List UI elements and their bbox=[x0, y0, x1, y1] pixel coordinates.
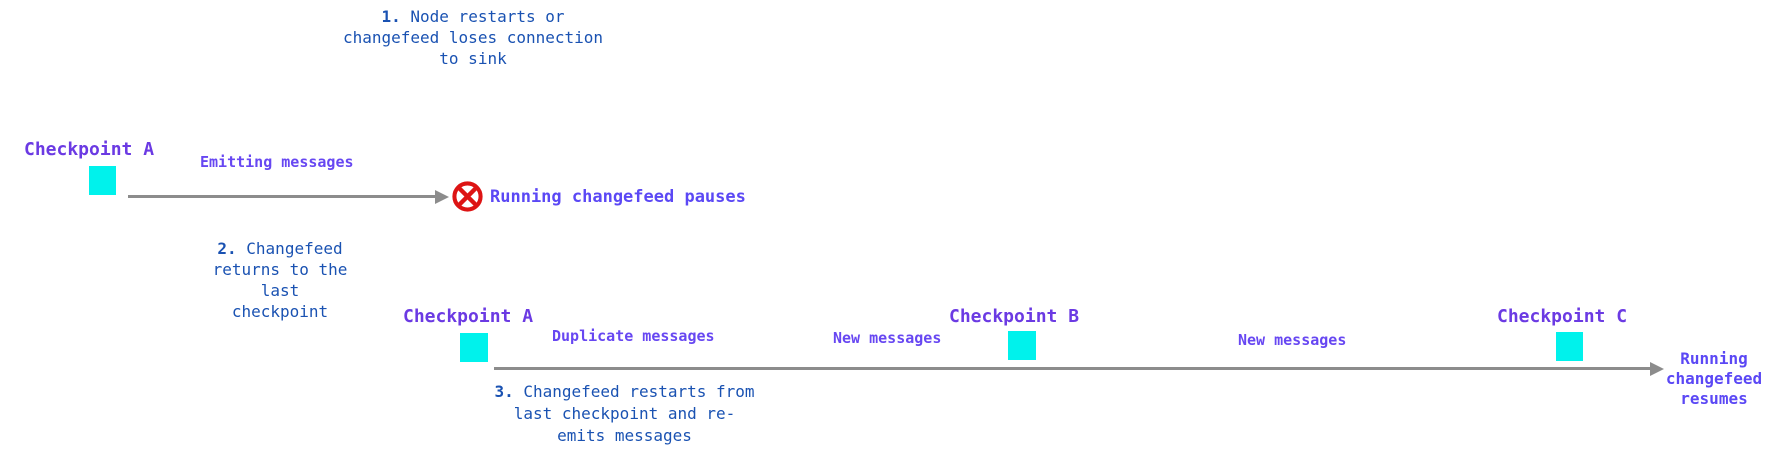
step-2-line: returns to the bbox=[212, 260, 348, 279]
step-1-line: 1. Node restarts or bbox=[381, 7, 565, 26]
cancel-circle-icon bbox=[452, 181, 483, 212]
checkpoint-b-label: Checkpoint B bbox=[949, 306, 1080, 327]
checkpoint-a-label-bottom: Checkpoint A bbox=[403, 306, 534, 327]
step-1-caption: 1. Node restarts or changefeed loses con… bbox=[323, 6, 623, 69]
checkpoint-a-marker-top bbox=[89, 166, 116, 195]
timeline-top-arrow-line bbox=[128, 195, 436, 198]
step-2-caption: 2. Changefeed returns to the last checkp… bbox=[180, 238, 380, 322]
step-3-line: emits messages bbox=[557, 426, 692, 445]
step-1-number: 1. bbox=[381, 7, 401, 26]
resume-label-line: Running bbox=[1680, 349, 1748, 368]
running-changefeed-resumes-label: Running changefeed resumes bbox=[1634, 349, 1779, 409]
new-messages-label-1: New messages bbox=[833, 329, 942, 347]
checkpoint-a-marker-bottom bbox=[460, 333, 488, 362]
resume-label-line: changefeed bbox=[1665, 369, 1763, 388]
emitting-messages-label: Emitting messages bbox=[200, 153, 354, 171]
step-3-line: 3. Changefeed restarts from bbox=[494, 382, 755, 401]
step-3-number: 3. bbox=[494, 382, 514, 401]
step-3-line: last checkpoint and re- bbox=[513, 404, 736, 423]
checkpoint-c-marker bbox=[1556, 332, 1583, 361]
step-2-line: 2. Changefeed bbox=[217, 239, 343, 258]
step-1-line: changefeed loses connection bbox=[342, 28, 604, 47]
checkpoint-c-label: Checkpoint C bbox=[1497, 306, 1628, 327]
checkpoint-b-marker bbox=[1008, 331, 1036, 360]
step-3-caption: 3. Changefeed restarts from last checkpo… bbox=[484, 381, 765, 447]
step-2-line: checkpoint bbox=[231, 302, 329, 321]
step-2-number: 2. bbox=[217, 239, 237, 258]
timeline-top-arrow-head bbox=[435, 190, 449, 204]
duplicate-messages-label: Duplicate messages bbox=[552, 327, 715, 345]
checkpoint-a-label-top: Checkpoint A bbox=[24, 139, 155, 160]
timeline-bottom-arrow-line bbox=[494, 367, 1650, 370]
step-1-line: to sink bbox=[439, 49, 507, 68]
resume-label-line: resumes bbox=[1680, 389, 1748, 408]
new-messages-label-2: New messages bbox=[1238, 331, 1347, 349]
timeline-bottom-arrow-head bbox=[1650, 362, 1664, 376]
step-2-line: last bbox=[260, 281, 300, 300]
running-changefeed-pauses-label: Running changefeed pauses bbox=[490, 187, 746, 207]
